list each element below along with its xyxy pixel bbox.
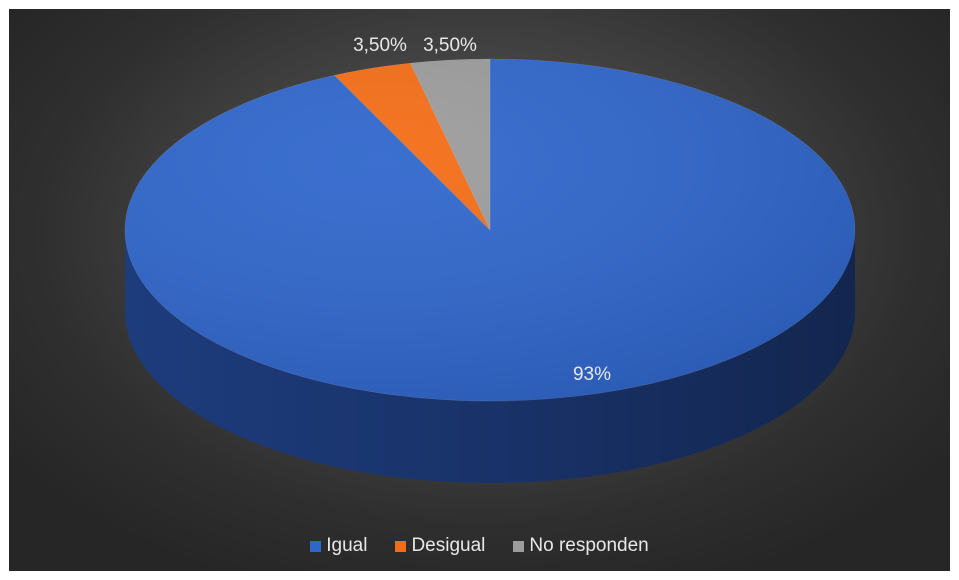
legend-item-no-responden[interactable]: No responden bbox=[513, 535, 649, 557]
legend-item-igual[interactable]: Igual bbox=[310, 535, 367, 557]
pie-chart: 93% 3,50% 3,50% bbox=[124, 35, 856, 483]
legend-item-desigual[interactable]: Desigual bbox=[395, 535, 485, 557]
data-label-desigual: 3,50% bbox=[353, 35, 407, 56]
data-label-igual: 93% bbox=[573, 364, 611, 385]
chart-area: 93% 3,50% 3,50% Igual Desigual No responde… bbox=[9, 9, 950, 571]
legend-label-igual: Igual bbox=[326, 535, 368, 556]
data-label-no-responden: 3,50% bbox=[423, 35, 477, 56]
legend-swatch-desigual bbox=[395, 540, 407, 552]
legend-swatch-igual bbox=[310, 540, 322, 552]
legend-swatch-no-responden bbox=[513, 540, 525, 552]
legend-label-no-responden: No responden bbox=[529, 535, 649, 556]
legend: Igual Desigual No responden bbox=[9, 531, 950, 561]
legend-label-desigual: Desigual bbox=[411, 535, 486, 556]
pie-side-shade-igual bbox=[125, 230, 855, 483]
